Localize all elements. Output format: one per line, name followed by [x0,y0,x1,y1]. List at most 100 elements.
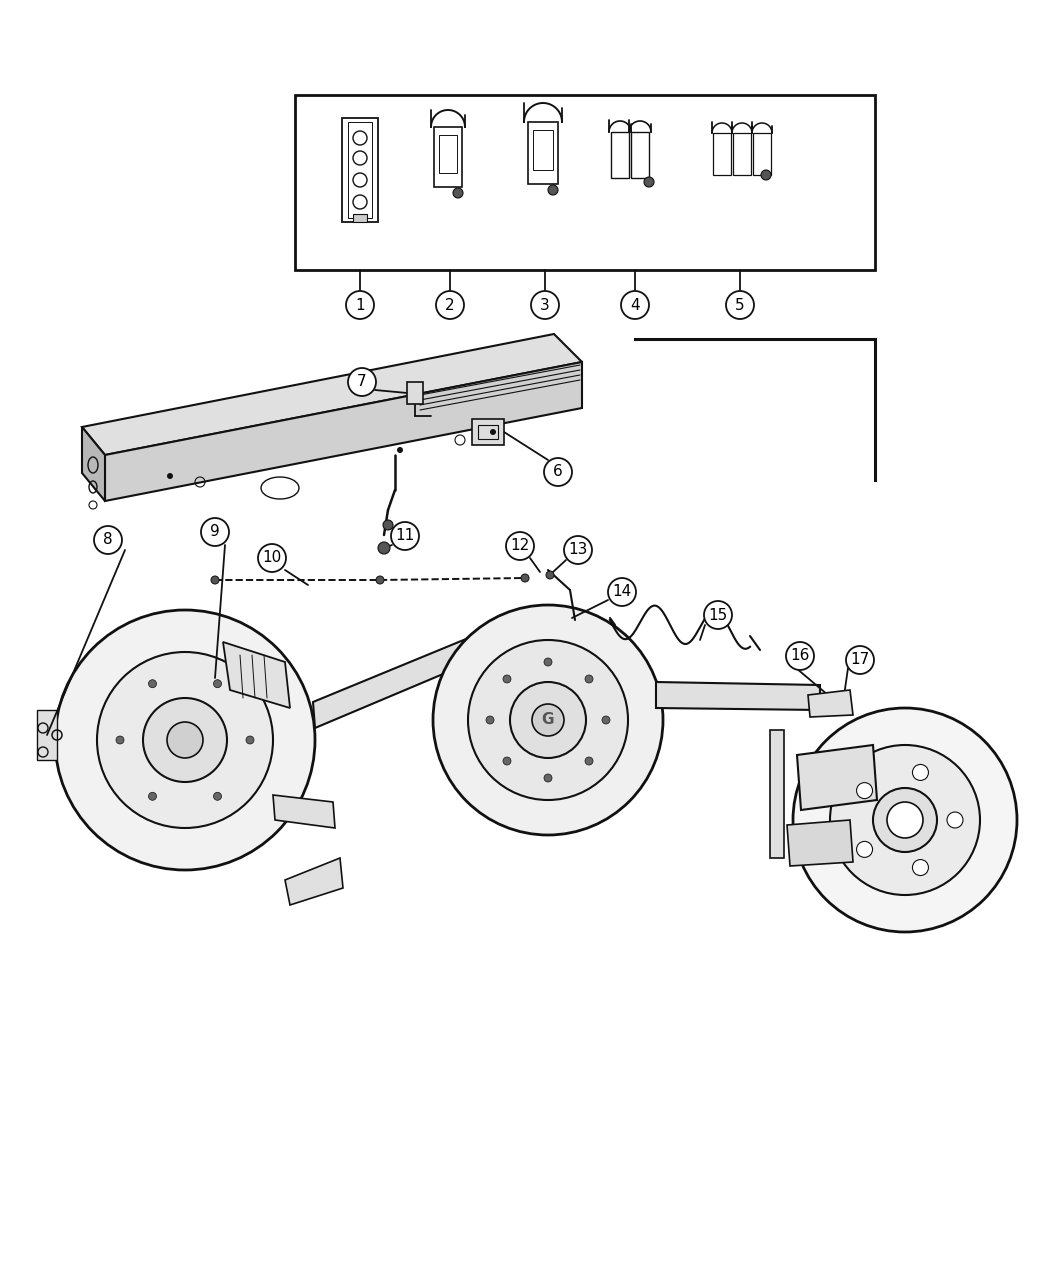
Circle shape [704,601,732,629]
Circle shape [148,792,156,801]
Circle shape [376,576,384,584]
Circle shape [912,765,928,780]
Text: 12: 12 [510,538,529,553]
Circle shape [644,177,654,187]
Bar [439,135,457,173]
Circle shape [453,187,463,198]
Text: G: G [542,713,554,728]
Circle shape [548,185,558,195]
Circle shape [433,606,663,835]
Circle shape [468,640,628,799]
Circle shape [55,609,315,870]
Circle shape [258,544,286,572]
Polygon shape [273,796,335,827]
Polygon shape [808,690,853,717]
Circle shape [143,697,227,782]
Bar [733,133,751,175]
Circle shape [857,842,873,857]
Circle shape [97,652,273,827]
Circle shape [506,532,534,560]
Circle shape [544,774,552,782]
Text: 5: 5 [735,297,744,312]
Circle shape [503,757,511,765]
Text: 13: 13 [568,542,588,557]
Circle shape [887,802,923,838]
Circle shape [510,682,586,759]
Text: 10: 10 [262,551,281,566]
Bar [533,130,553,170]
Circle shape [490,428,496,435]
Bar [770,731,784,858]
Circle shape [521,574,529,581]
Circle shape [873,788,937,852]
Bar [37,710,57,760]
Circle shape [201,518,229,546]
Circle shape [531,291,559,319]
Circle shape [532,704,564,736]
Circle shape [213,792,222,801]
Circle shape [346,291,374,319]
Circle shape [348,368,376,397]
Circle shape [211,576,219,584]
Circle shape [148,680,156,687]
Polygon shape [82,334,582,455]
Bar [434,128,462,187]
Text: 11: 11 [396,529,415,543]
Circle shape [436,291,464,319]
Polygon shape [656,682,820,710]
Text: 14: 14 [612,584,632,599]
Polygon shape [407,382,423,404]
Circle shape [564,536,592,564]
Circle shape [544,658,552,666]
Text: 16: 16 [791,649,810,663]
Polygon shape [105,362,582,501]
Circle shape [846,646,874,674]
Polygon shape [797,745,877,810]
Text: 9: 9 [210,524,219,539]
Circle shape [167,473,173,479]
Bar [342,119,378,222]
Circle shape [94,527,122,555]
Circle shape [786,643,814,669]
Circle shape [246,736,254,745]
Circle shape [167,722,203,759]
Circle shape [546,571,554,579]
Circle shape [378,542,390,555]
Text: 3: 3 [540,297,550,312]
Circle shape [503,674,511,683]
Circle shape [761,170,771,180]
Circle shape [830,745,980,895]
Circle shape [912,859,928,876]
Bar [348,122,372,218]
Text: 4: 4 [630,297,639,312]
Circle shape [602,717,610,724]
Text: 17: 17 [850,653,869,668]
Bar [753,133,771,175]
Circle shape [391,521,419,550]
Text: 8: 8 [103,533,112,547]
Polygon shape [223,643,290,708]
Bar [478,425,498,439]
Circle shape [857,783,873,798]
Circle shape [793,708,1017,932]
Circle shape [544,458,572,486]
Polygon shape [82,427,105,501]
Circle shape [116,736,124,745]
Text: 1: 1 [355,297,364,312]
Text: 6: 6 [553,464,563,479]
Bar [611,133,629,178]
Polygon shape [788,820,853,866]
Bar [713,133,731,175]
Circle shape [383,520,393,530]
Polygon shape [472,419,504,445]
Circle shape [486,717,494,724]
Bar [295,96,875,270]
Text: 2: 2 [445,297,455,312]
Bar [631,133,649,178]
Bar [528,122,558,184]
Circle shape [213,680,222,687]
Circle shape [608,578,636,606]
Circle shape [621,291,649,319]
Circle shape [947,812,963,827]
Circle shape [585,757,593,765]
